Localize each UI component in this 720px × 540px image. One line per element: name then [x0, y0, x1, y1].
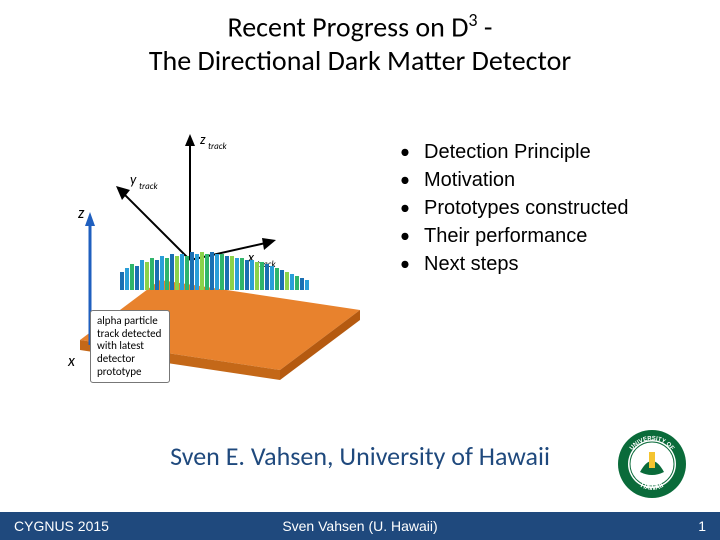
- bullet-item: • Next steps: [400, 252, 700, 276]
- footer-page-number: 1: [698, 518, 706, 534]
- z-axis-arrow: [85, 212, 95, 226]
- x-axis-label: x: [67, 352, 76, 371]
- bullet-marker: •: [400, 224, 424, 248]
- bullet-marker: •: [400, 168, 424, 192]
- bullet-marker: •: [400, 140, 424, 164]
- bullet-text: Detection Principle: [424, 140, 591, 164]
- ztrack-label: z: [200, 131, 206, 148]
- ytrack-sub: track: [139, 181, 158, 192]
- title-line-2: The Directional Dark Matter Detector: [0, 44, 720, 78]
- slide-title: Recent Progress on D3 - The Directional …: [0, 10, 720, 78]
- xtrack-arrow: [262, 238, 276, 250]
- bullet-text: Their performance: [424, 224, 587, 248]
- diagram-caption: alpha particle track detected with lates…: [90, 310, 170, 383]
- bullet-marker: •: [400, 252, 424, 276]
- z-axis-label: z: [78, 204, 85, 223]
- bullet-item: • Motivation: [400, 168, 700, 192]
- bullet-text: Next steps: [424, 252, 518, 276]
- bullet-item: • Their performance: [400, 224, 700, 248]
- bullet-list: • Detection Principle • Motivation • Pro…: [400, 140, 700, 280]
- alpha-track: [120, 252, 309, 290]
- footer-left: CYGNUS 2015: [14, 518, 109, 534]
- title-line-1: Recent Progress on D3 -: [0, 10, 720, 44]
- ytrack-axis: [120, 190, 190, 260]
- title-prefix: Recent Progress on D: [228, 9, 469, 44]
- title-superscript: 3: [468, 9, 477, 31]
- bullet-item: • Prototypes constructed: [400, 196, 700, 220]
- bullet-text: Motivation: [424, 168, 515, 192]
- bullet-item: • Detection Principle: [400, 140, 700, 164]
- ytrack-label: y: [130, 171, 137, 188]
- title-suffix: -: [478, 9, 493, 44]
- footer-bar: CYGNUS 2015 Sven Vahsen (U. Hawaii) 1: [0, 512, 720, 540]
- ztrack-arrow: [185, 134, 195, 146]
- bullet-text: Prototypes constructed: [424, 196, 629, 220]
- university-seal: UNIVERSITY OF HAWAII: [616, 428, 688, 500]
- bullet-marker: •: [400, 196, 424, 220]
- author-line: Sven E. Vahsen, University of Hawaii: [0, 440, 720, 472]
- ztrack-sub: track: [208, 141, 227, 152]
